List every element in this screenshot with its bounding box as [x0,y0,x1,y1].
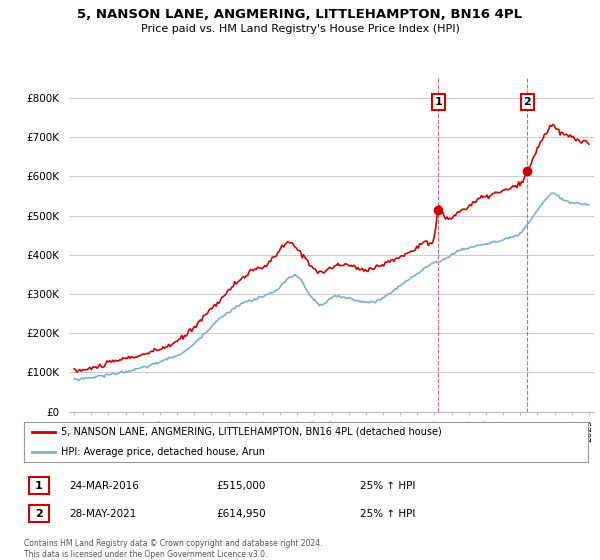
Text: Price paid vs. HM Land Registry's House Price Index (HPI): Price paid vs. HM Land Registry's House … [140,24,460,34]
Text: 2: 2 [35,508,43,519]
Text: 5, NANSON LANE, ANGMERING, LITTLEHAMPTON, BN16 4PL: 5, NANSON LANE, ANGMERING, LITTLEHAMPTON… [77,8,523,21]
Text: £515,000: £515,000 [216,480,265,491]
Text: Contains HM Land Registry data © Crown copyright and database right 2024.
This d: Contains HM Land Registry data © Crown c… [24,539,323,559]
Text: 25% ↑ HPI: 25% ↑ HPI [360,480,415,491]
Text: 25% ↑ HPI: 25% ↑ HPI [360,508,415,519]
Text: 28-MAY-2021: 28-MAY-2021 [69,508,136,519]
Text: 24-MAR-2016: 24-MAR-2016 [69,480,139,491]
Text: 5, NANSON LANE, ANGMERING, LITTLEHAMPTON, BN16 4PL (detached house): 5, NANSON LANE, ANGMERING, LITTLEHAMPTON… [61,427,442,437]
Text: 2: 2 [524,97,532,107]
Text: 1: 1 [434,97,442,107]
Text: £614,950: £614,950 [216,508,266,519]
Text: HPI: Average price, detached house, Arun: HPI: Average price, detached house, Arun [61,447,265,457]
Text: 1: 1 [35,480,43,491]
